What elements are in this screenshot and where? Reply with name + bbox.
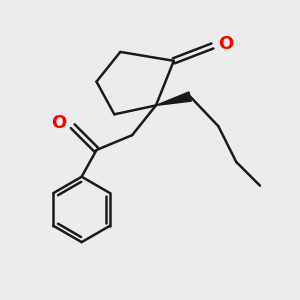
Text: O: O	[52, 114, 67, 132]
Polygon shape	[156, 92, 191, 105]
Text: O: O	[218, 35, 233, 53]
